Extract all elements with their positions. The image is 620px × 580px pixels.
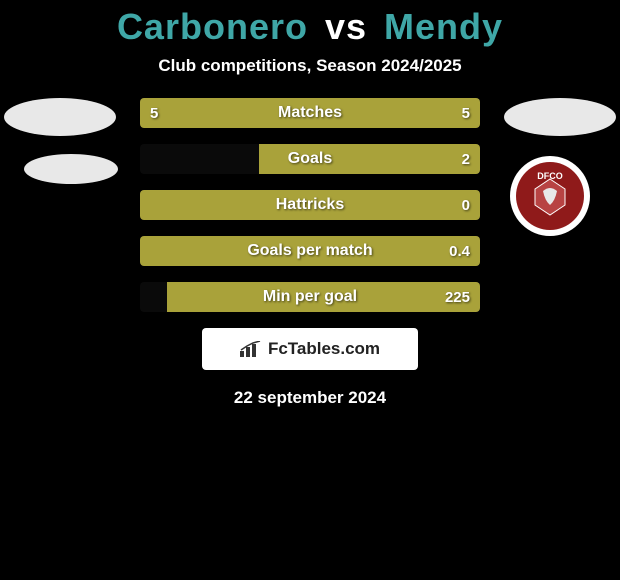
bar-label: Goals <box>140 144 480 174</box>
watermark: FcTables.com <box>202 328 418 370</box>
stat-bar: 0.4Goals per match <box>140 236 480 266</box>
comparison-title: Carbonero vs Mendy <box>0 0 620 48</box>
player2-club-badge: DFCO <box>510 156 590 236</box>
bar-label: Matches <box>140 98 480 128</box>
subtitle: Club competitions, Season 2024/2025 <box>0 56 620 76</box>
watermark-text: FcTables.com <box>268 339 380 359</box>
player2-avatar <box>504 98 616 136</box>
comparison-chart: DFCO 55Matches 2Goals 0Hattricks 0.4Goals p… <box>0 98 620 312</box>
stat-bar: 55Matches <box>140 98 480 128</box>
stat-bar: 2Goals <box>140 144 480 174</box>
club-badge-icon: DFCO <box>515 161 585 231</box>
player1-name: Carbonero <box>117 6 308 47</box>
date-label: 22 september 2024 <box>0 388 620 408</box>
player1-club-avatar <box>24 154 118 184</box>
stat-bar: 0Hattricks <box>140 190 480 220</box>
player1-avatar <box>4 98 116 136</box>
vs-text: vs <box>325 6 367 47</box>
player2-name: Mendy <box>384 6 503 47</box>
stat-bar: 225Min per goal <box>140 282 480 312</box>
bar-label: Min per goal <box>140 282 480 312</box>
bar-label: Goals per match <box>140 236 480 266</box>
bar-label: Hattricks <box>140 190 480 220</box>
chart-icon <box>240 341 262 357</box>
svg-text:DFCO: DFCO <box>537 171 563 181</box>
